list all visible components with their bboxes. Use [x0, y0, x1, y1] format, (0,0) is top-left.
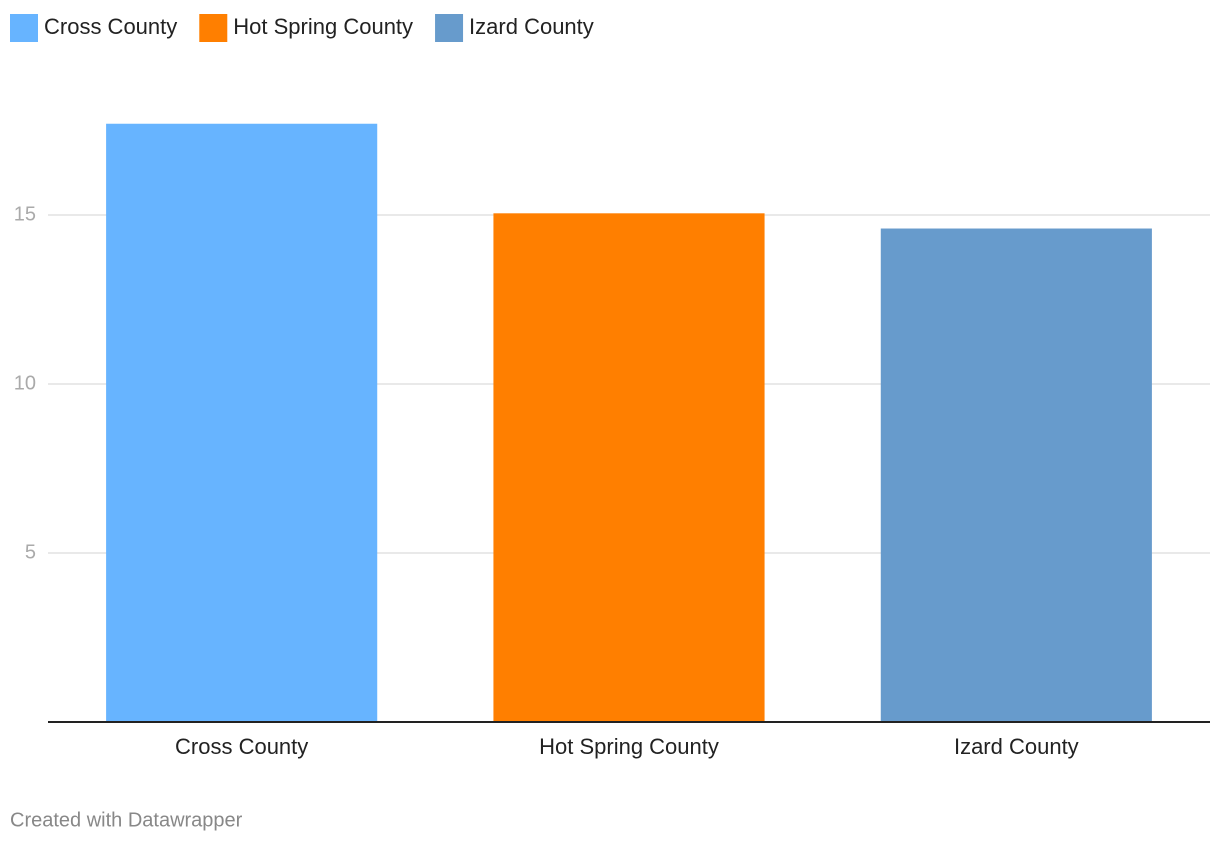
- x-tick-label: Izard County: [954, 734, 1079, 759]
- legend-label: Cross County: [44, 14, 177, 39]
- y-tick-label: 10: [14, 372, 36, 394]
- legend-swatch: [435, 14, 464, 42]
- bar: [880, 228, 1152, 722]
- y-tick-label: 15: [14, 203, 36, 225]
- bar: [106, 123, 378, 723]
- legend-label: Izard County: [469, 14, 594, 39]
- legend-label: Hot Spring County: [233, 14, 413, 39]
- legend-swatch: [199, 14, 228, 42]
- x-tick-label: Hot Spring County: [539, 734, 719, 759]
- legend-swatch: [10, 14, 38, 42]
- x-tick-label: Cross County: [175, 734, 308, 759]
- y-tick-label: 5: [25, 541, 36, 563]
- credit: Created with Datawrapper: [10, 809, 243, 831]
- bar: [493, 213, 765, 722]
